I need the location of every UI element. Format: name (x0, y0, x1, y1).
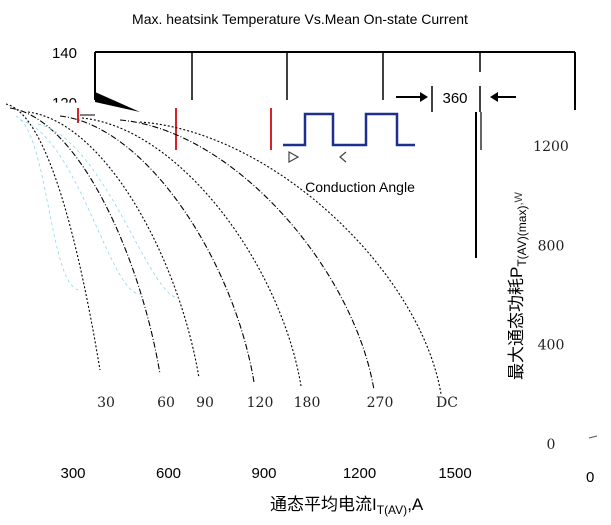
x-tick-label: 1200 (343, 465, 376, 482)
series-labels: 30 60 90 120 180 270 DC (97, 395, 458, 411)
series-label: 60 (157, 395, 175, 411)
series-curve (10, 108, 160, 374)
left-tick-120: 120 (52, 95, 77, 112)
x-tick-label: 1500 (438, 465, 471, 482)
waveform (283, 114, 415, 145)
series-label: 90 (196, 395, 214, 411)
mirror-tick-0: 0 (586, 469, 594, 486)
angle-arrowhead-right (490, 92, 498, 102)
angle-marker-open-2 (340, 152, 346, 162)
left-tick-140: 140 (52, 45, 77, 62)
svg-text:通态平均电流IT(AV),A: 通态平均电流IT(AV),A (270, 495, 424, 517)
curve-wedge (95, 92, 140, 112)
right-tick-label: 1200 (533, 139, 569, 155)
x-ticks: 300 600 900 1200 1500 (60, 465, 471, 482)
series-curve-hint (16, 116, 80, 290)
angle-label-360: 360 (442, 90, 467, 107)
series-label: 270 (367, 395, 394, 411)
right-axis-label-suffix: ,W (513, 191, 525, 205)
tick-mark (589, 436, 597, 438)
series-label: DC (436, 395, 458, 411)
right-tick-label: 800 (538, 238, 565, 254)
x-axis-label-suffix: ,A (407, 495, 424, 514)
right-tick-label: 0 (547, 437, 556, 453)
x-axis-label: 通态平均电流IT(AV),A (270, 495, 424, 517)
x-axis-label-sub: T(AV) (377, 503, 407, 517)
right-axis-label-sub: T(AV)(max) (515, 206, 529, 267)
series-curve (60, 116, 254, 382)
curves (6, 104, 441, 394)
series-curve (82, 118, 301, 386)
right-tick-label: 400 (538, 338, 565, 354)
right-axis-label-main: 最大通态功耗P (507, 267, 526, 380)
series-label: 180 (294, 395, 321, 411)
series-curve (6, 104, 100, 370)
red-markers (78, 108, 271, 150)
angle-marker-open (289, 152, 298, 162)
conduction-angle-inset: 360 Conduction Angle (283, 86, 516, 258)
right-ticks: 1200 800 400 0 (533, 139, 569, 453)
inset-caption: Conduction Angle (305, 179, 415, 195)
x-axis-label-main: 通态平均电流I (270, 495, 377, 514)
series-label: 120 (247, 395, 274, 411)
series-curve (140, 122, 441, 394)
angle-arrowhead-left (420, 92, 428, 102)
x-tick-label: 600 (156, 465, 181, 482)
series-label: 30 (97, 395, 115, 411)
x-tick-label: 900 (251, 465, 276, 482)
x-tick-label: 300 (60, 465, 85, 482)
chart-title: Max. heatsink Temperature Vs.Mean On-sta… (132, 11, 468, 27)
svg-text:最大通态功耗PT(AV)(max),W: 最大通态功耗PT(AV)(max),W (507, 191, 529, 380)
right-axis-label: 最大通态功耗PT(AV)(max),W (507, 191, 529, 380)
top-frame (95, 52, 575, 110)
series-curve (28, 112, 199, 378)
